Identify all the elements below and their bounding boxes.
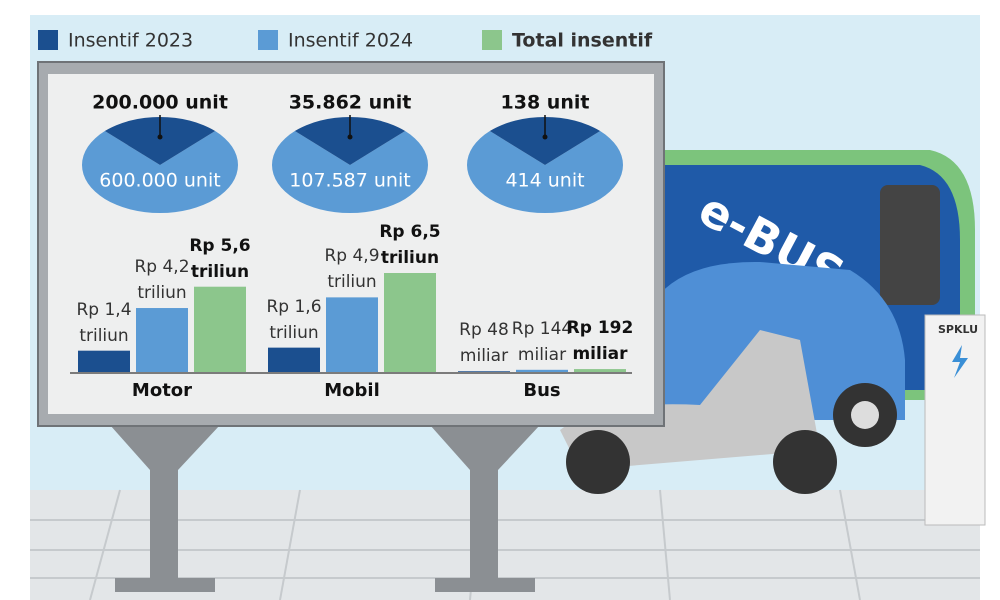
bar [458, 371, 510, 372]
pie-slice [81, 131, 238, 213]
bar [268, 347, 320, 372]
pie-label: 600.000 unit [99, 170, 220, 192]
legend-label: Total insentif [512, 30, 653, 52]
value-label: Rp 48 miliar [459, 320, 509, 367]
value-label: Rp 1,4 triliun [76, 299, 132, 346]
category-label: Bus [523, 380, 560, 401]
pointer-dot [347, 134, 353, 140]
pie-label: 107.587 unit [289, 170, 410, 192]
charger [924, 314, 986, 526]
legend-swatch [38, 30, 58, 50]
pie-slice [467, 131, 623, 213]
pie-slice [104, 117, 216, 165]
pie-slice [272, 131, 428, 213]
legend-label: Insentif 2023 [68, 30, 193, 52]
billboard-legs [110, 425, 540, 592]
bar [574, 369, 626, 372]
pie-label: 138 unit [501, 92, 590, 114]
pie-label: 414 unit [505, 170, 584, 192]
value-label: Rp 4,2 triliun [134, 257, 190, 304]
pie-label: 200.000 unit [92, 92, 228, 114]
legend-swatch [482, 30, 502, 50]
value-label: Rp 5,6 triliun [189, 235, 251, 282]
value-label: Rp 1,6 triliun [266, 296, 322, 343]
category-label: Motor [132, 380, 192, 401]
bar [78, 350, 130, 372]
pointer-dot [157, 134, 163, 140]
bar [136, 308, 188, 372]
pointer-dot [542, 134, 548, 140]
pie-label: 35.862 unit [289, 92, 412, 114]
bus-window [880, 185, 940, 305]
bar [194, 286, 246, 372]
pie-slice [489, 116, 601, 165]
car-hub [851, 401, 879, 429]
scooter-wheel [773, 430, 837, 494]
bar [516, 369, 568, 372]
value-label: Rp 4,9 triliun [324, 246, 380, 293]
charger-text: SPKLU [938, 323, 978, 336]
value-label: Rp 6,5 triliun [379, 222, 441, 268]
category-label: Mobil [324, 380, 380, 401]
charger-icon [952, 345, 968, 378]
pie-slice [294, 117, 406, 165]
legend-label: Insentif 2024 [288, 30, 413, 52]
legend-swatch [258, 30, 278, 50]
bar [326, 297, 378, 372]
bar [384, 273, 436, 372]
scooter-wheel [566, 430, 630, 494]
value-label: Rp 144 miliar [511, 318, 573, 365]
value-label: Rp 192 miliar [566, 318, 634, 365]
scooter [560, 330, 820, 470]
